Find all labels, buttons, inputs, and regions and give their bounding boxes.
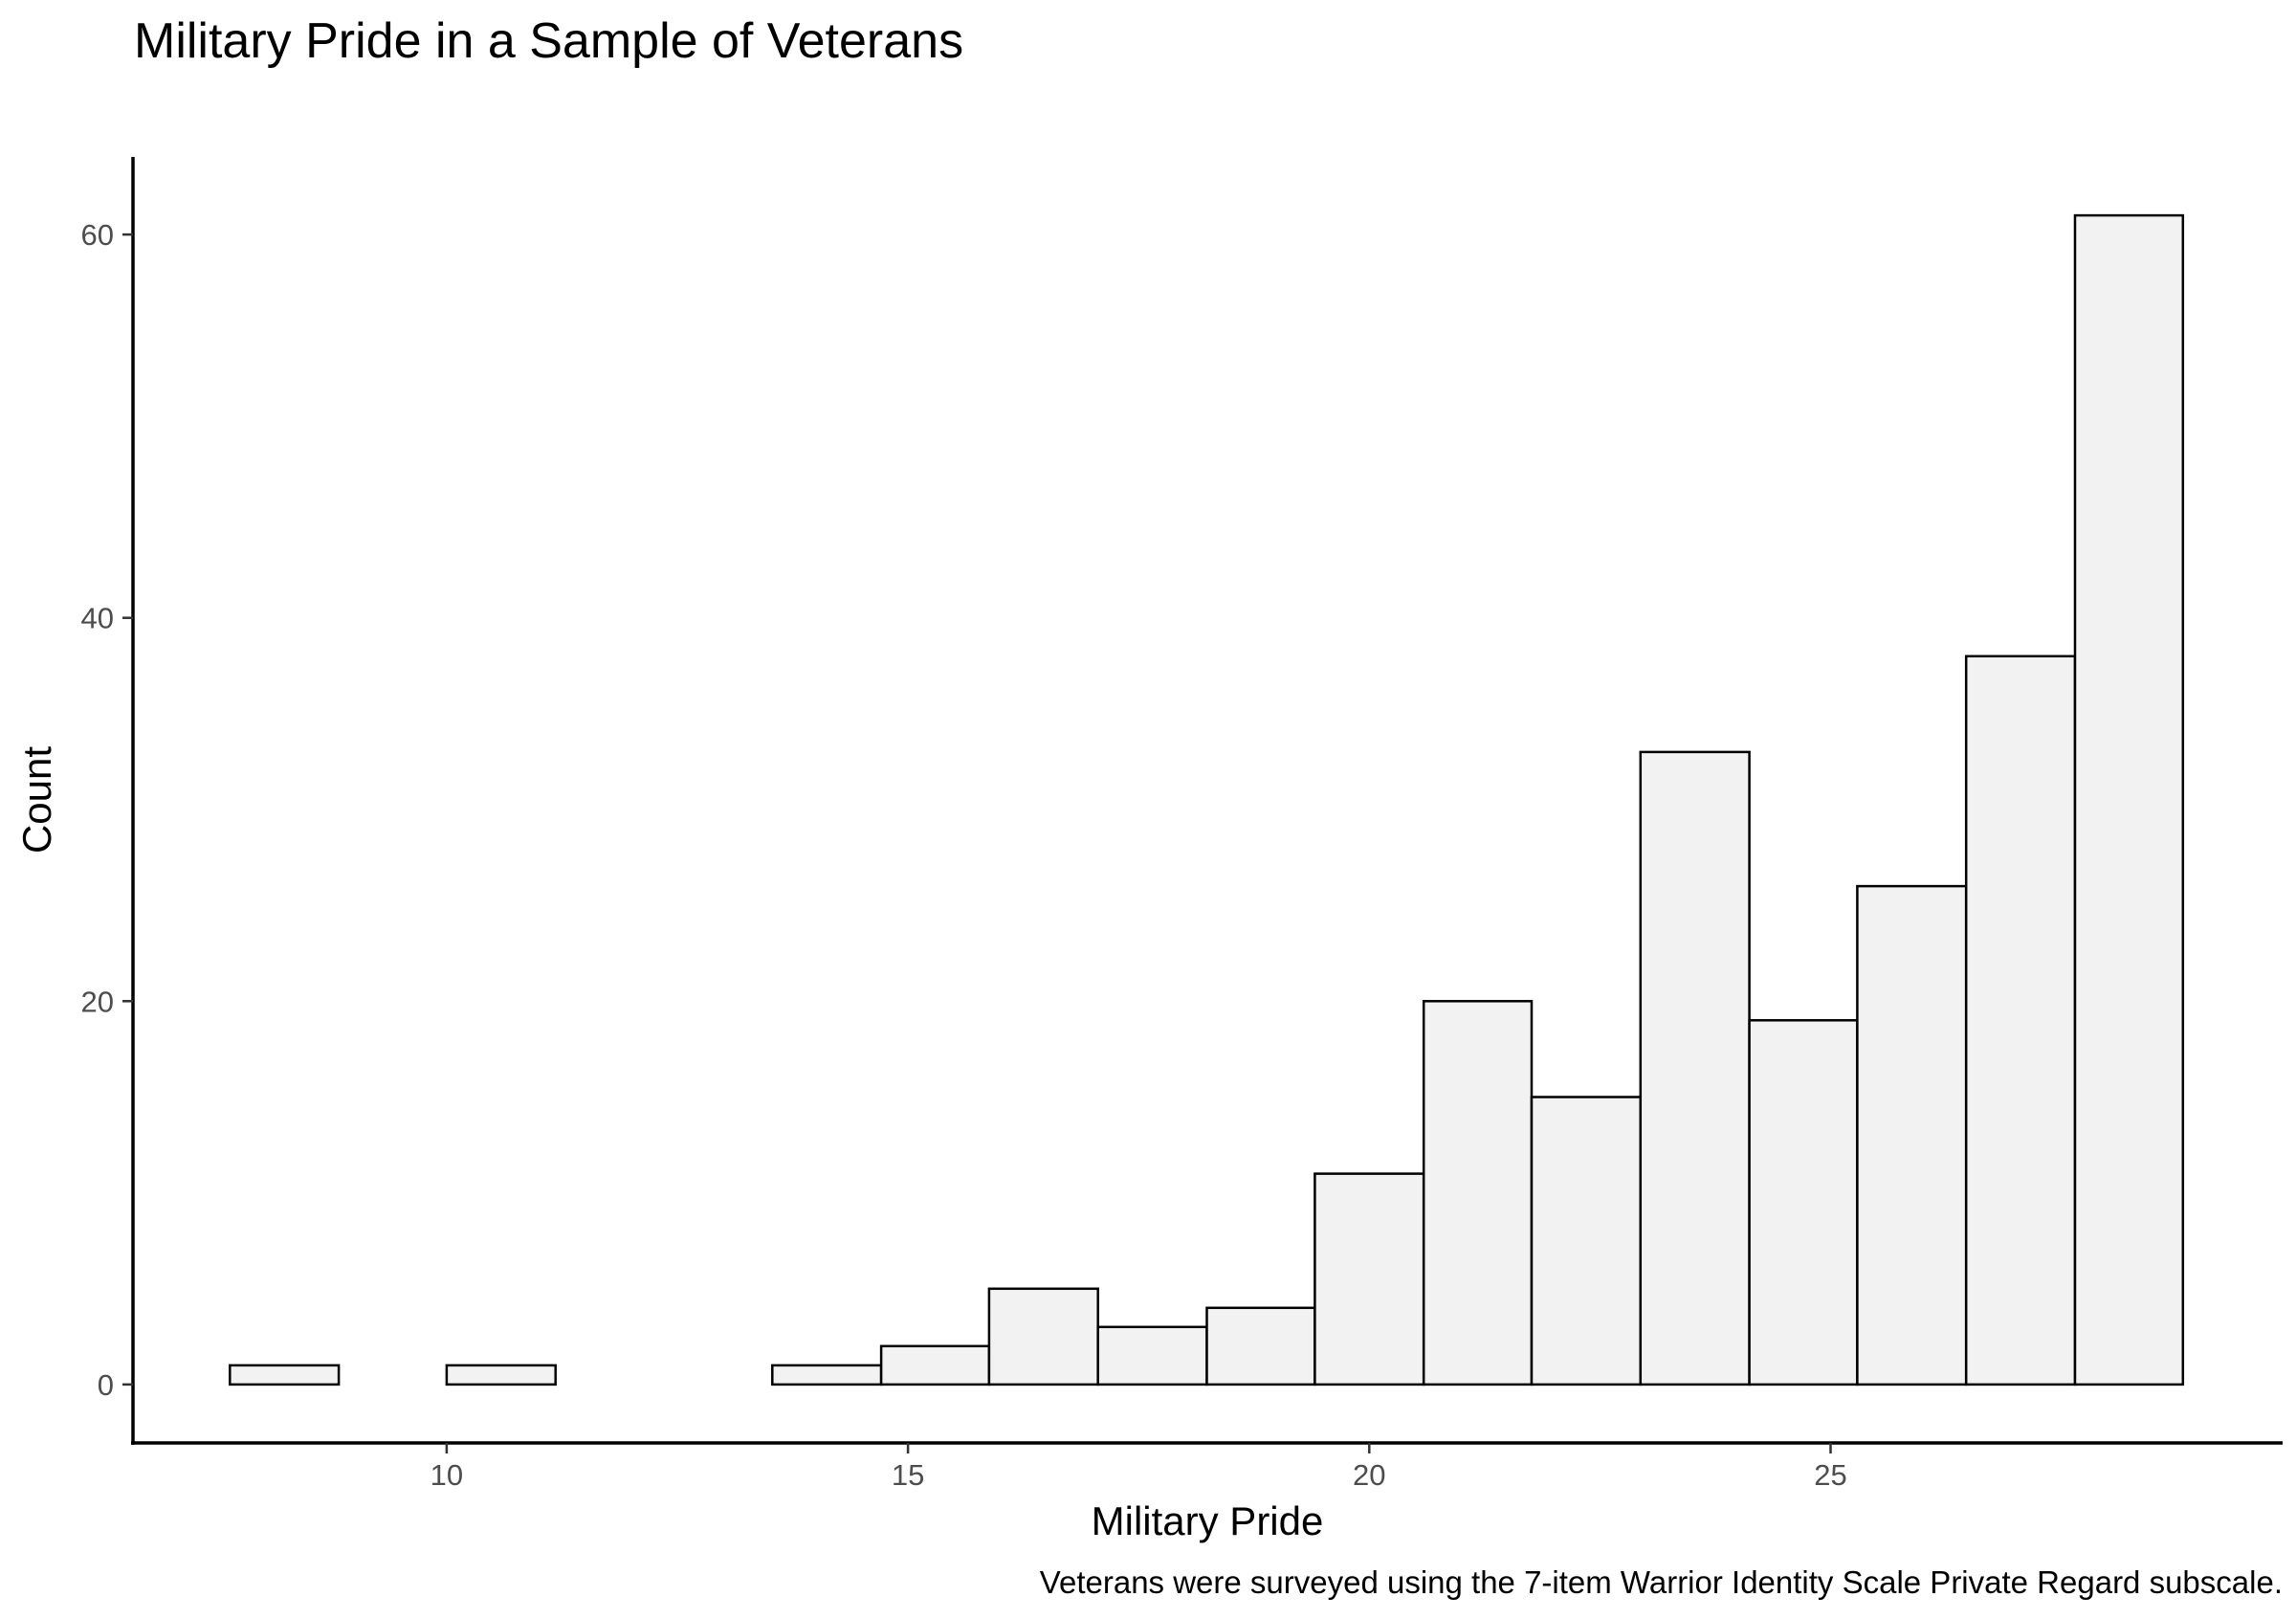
y-tick-label: 20: [81, 985, 114, 1018]
histogram-bar: [1748, 1019, 1859, 1386]
chart-title: Military Pride in a Sample of Veterans: [134, 13, 963, 69]
x-tick-label: 15: [892, 1458, 924, 1492]
y-tick-label: 60: [81, 218, 114, 252]
histogram-bar: [1205, 1306, 1316, 1386]
histogram-bar: [987, 1287, 1099, 1386]
histogram-bar: [1639, 750, 1751, 1386]
histogram-bar: [1422, 1000, 1534, 1386]
histogram-bar: [1314, 1172, 1425, 1386]
histogram-bar: [879, 1344, 991, 1386]
histogram-bar: [445, 1364, 557, 1386]
x-ticks-group: 10 15 20 25: [430, 1443, 1847, 1492]
histogram-bar: [1530, 1096, 1643, 1386]
y-tick-label: 0: [98, 1368, 114, 1402]
histogram-bar: [229, 1364, 341, 1386]
x-tick-label: 25: [1814, 1458, 1846, 1492]
histogram-bar: [1964, 654, 2077, 1386]
histogram-bar: [2073, 213, 2185, 1386]
chart-caption: Veterans were surveyed using the 7-item …: [1040, 1564, 2283, 1600]
y-ticks-group: 0 20 40 60: [81, 218, 133, 1402]
x-tick-label: 20: [1353, 1458, 1385, 1492]
histogram-bar: [1856, 884, 1968, 1386]
bars-group: [229, 213, 2185, 1386]
histogram-bar: [771, 1364, 883, 1386]
histogram-bar: [1096, 1325, 1208, 1386]
y-tick-label: 40: [81, 602, 114, 635]
x-axis-title: Military Pride: [1092, 1498, 1324, 1543]
x-tick-label: 10: [430, 1458, 463, 1492]
y-axis-title: Count: [14, 746, 59, 854]
